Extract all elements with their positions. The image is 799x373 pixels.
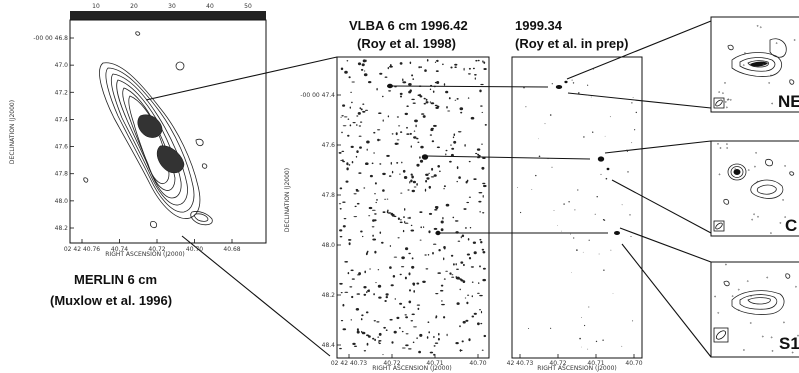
zoom-panel-s1: S1 [710, 261, 799, 358]
connector-c-zoom-top [604, 140, 712, 154]
merlin-y-tick-label: -00 00 46.8 [33, 35, 68, 42]
merlin-bright-regions [137, 114, 185, 174]
vlba-panel: -00 00 47.4 47.6 47.8 48.0 48.2 48.4 02 42 40… [284, 56, 490, 372]
vlba-x-ticks: 02 42 40.73 40.72 40.71 40.70 [331, 354, 487, 367]
merlin-y-ticks: -00 00 46.8 47.0 47.2 47.4 47.6 47.8 48.0 48.2 [33, 35, 74, 232]
vlba-y-axis-label: DECLINATION (J2000) [284, 168, 291, 232]
vlba-components [387, 83, 441, 236]
vlba-x-tick-label: 40.71 [426, 360, 443, 367]
merlin-y-tick-label: 48.0 [55, 198, 69, 205]
merlin-x-tick-label: 40.68 [223, 246, 240, 253]
epoch-1999-x-tick-label: 40.70 [625, 360, 642, 367]
merlin-title: MERLIN 6 cm [74, 272, 158, 287]
vlba-frame [336, 56, 490, 359]
zoom-c-frame [710, 140, 799, 237]
vlba-y-tick-label: 48.2 [322, 292, 336, 299]
merlin-scale-tick-label: 30 [168, 3, 176, 10]
zoom-s1-frame [710, 261, 799, 358]
epoch-1999-components [555, 80, 620, 235]
merlin-x-tick-label: 02 42 40.76 [64, 246, 100, 253]
merlin-x-tick-label: 40.70 [186, 246, 203, 253]
merlin-x-ticks: 02 42 40.76 40.74 40.72 40.70 40.68 [64, 239, 241, 253]
merlin-scale-tick-label: 10 [92, 3, 100, 10]
merlin-y-tick-label: 48.2 [55, 225, 69, 232]
epoch-1999-x-tick-label: 40.71 [587, 360, 604, 367]
connector-c-vlba [426, 155, 591, 160]
vlba-x-tick-label: 40.70 [469, 360, 486, 367]
vlba-y-tick-label: -00 00 47.4 [300, 92, 335, 99]
merlin-y-tick-label: 47.6 [55, 144, 69, 151]
merlin-reference: (Muxlow et al. 1996) [50, 293, 173, 308]
vlba-y-tick-label: 48.0 [322, 242, 336, 249]
merlin-scale-bar [70, 11, 266, 20]
vlba-x-axis-label: RIGHT ASCENSION (J2000) [372, 365, 451, 372]
vlba-noise-field [338, 59, 487, 356]
epoch-1999-frame [511, 56, 643, 359]
vlba-c-component [421, 154, 429, 160]
merlin-panel: 10 20 30 40 50 -00 00 46.8 47.0 47.2 47.4 47.6 47… [9, 3, 267, 258]
connector-merlin-vlba-top [145, 56, 338, 101]
merlin-x-axis-label: RIGHT ASCENSION (J2000) [105, 251, 184, 258]
vlba-y-tick-label: 47.6 [322, 142, 336, 149]
connector-lines [145, 20, 712, 358]
zoom-panel-ne: NE [710, 16, 799, 113]
epoch-1999-title: 1999.34 [515, 18, 562, 33]
epoch-1999-x-tick-label: 42 40.73 [507, 360, 534, 367]
connector-s1-zoom-bottom [621, 243, 712, 358]
merlin-contour-map [83, 31, 213, 229]
zoom-s1-label: S1 [779, 334, 799, 353]
zoom-c-label: C [785, 216, 797, 235]
epoch-1999-panel: 42 40.73 40.72 40.71 40.70 RIGHT ASCENSION … [507, 56, 643, 372]
connector-ne-zoom-bottom [567, 92, 712, 109]
connector-s1-zoom-top [619, 227, 712, 263]
merlin-scale-tick-label: 20 [130, 3, 138, 10]
epoch-1999-noise-field [517, 68, 637, 350]
epoch-1999-reference: (Roy et al. in prep) [515, 36, 629, 51]
connector-merlin-vlba-bottom [181, 235, 331, 357]
epoch-1999-s1-component [614, 231, 620, 235]
merlin-x-tick-label: 40.74 [111, 246, 128, 253]
epoch-1999-c-component-2 [606, 167, 610, 171]
connector-ne-zoom-top [566, 20, 712, 80]
vlba-y-tick-label: 48.4 [322, 342, 336, 349]
vlba-x-tick-label: 40.72 [383, 360, 400, 367]
merlin-frame [69, 19, 267, 244]
merlin-y-tick-label: 47.4 [55, 116, 69, 123]
vlba-y-ticks: -00 00 47.4 47.6 47.8 48.0 48.2 48.4 [300, 92, 341, 349]
merlin-scale-ticks: 10 20 30 40 50 [92, 3, 252, 10]
merlin-y-tick-label: 47.8 [55, 171, 69, 178]
merlin-y-axis-label: DECLINATION (J2000) [9, 100, 16, 164]
epoch-1999-ne-component-2 [564, 80, 568, 84]
epoch-1999-x-ticks: 42 40.73 40.72 40.71 40.70 [507, 354, 643, 367]
merlin-y-tick-label: 47.0 [55, 62, 69, 69]
merlin-scale-tick-label: 40 [206, 3, 214, 10]
epoch-1999-ne-component [555, 85, 563, 89]
vlba-ne-component [387, 83, 393, 89]
connector-c-zoom-bottom [611, 179, 712, 234]
epoch-1999-c-component [597, 156, 605, 162]
vlba-x-tick-label: 02 42 40.73 [331, 360, 367, 367]
vlba-title: VLBA 6 cm 1996.42 [349, 18, 468, 33]
connector-ne-vlba [391, 85, 549, 88]
zoom-ne-frame [710, 16, 799, 113]
merlin-scale-tick-label: 50 [244, 3, 252, 10]
vlba-reference: (Roy et al. 1998) [357, 36, 456, 51]
merlin-y-tick-label: 47.2 [55, 89, 69, 96]
epoch-1999-x-tick-label: 40.72 [549, 360, 566, 367]
vlba-s1-component [435, 230, 441, 236]
zoom-ne-label: NE [778, 92, 799, 111]
epoch-1999-x-axis-label: RIGHT ASCENSION (J2000) [537, 365, 616, 372]
vlba-y-tick-label: 47.8 [322, 192, 336, 199]
zoom-panel-c: C [710, 140, 799, 237]
merlin-x-tick-label: 40.72 [148, 246, 165, 253]
